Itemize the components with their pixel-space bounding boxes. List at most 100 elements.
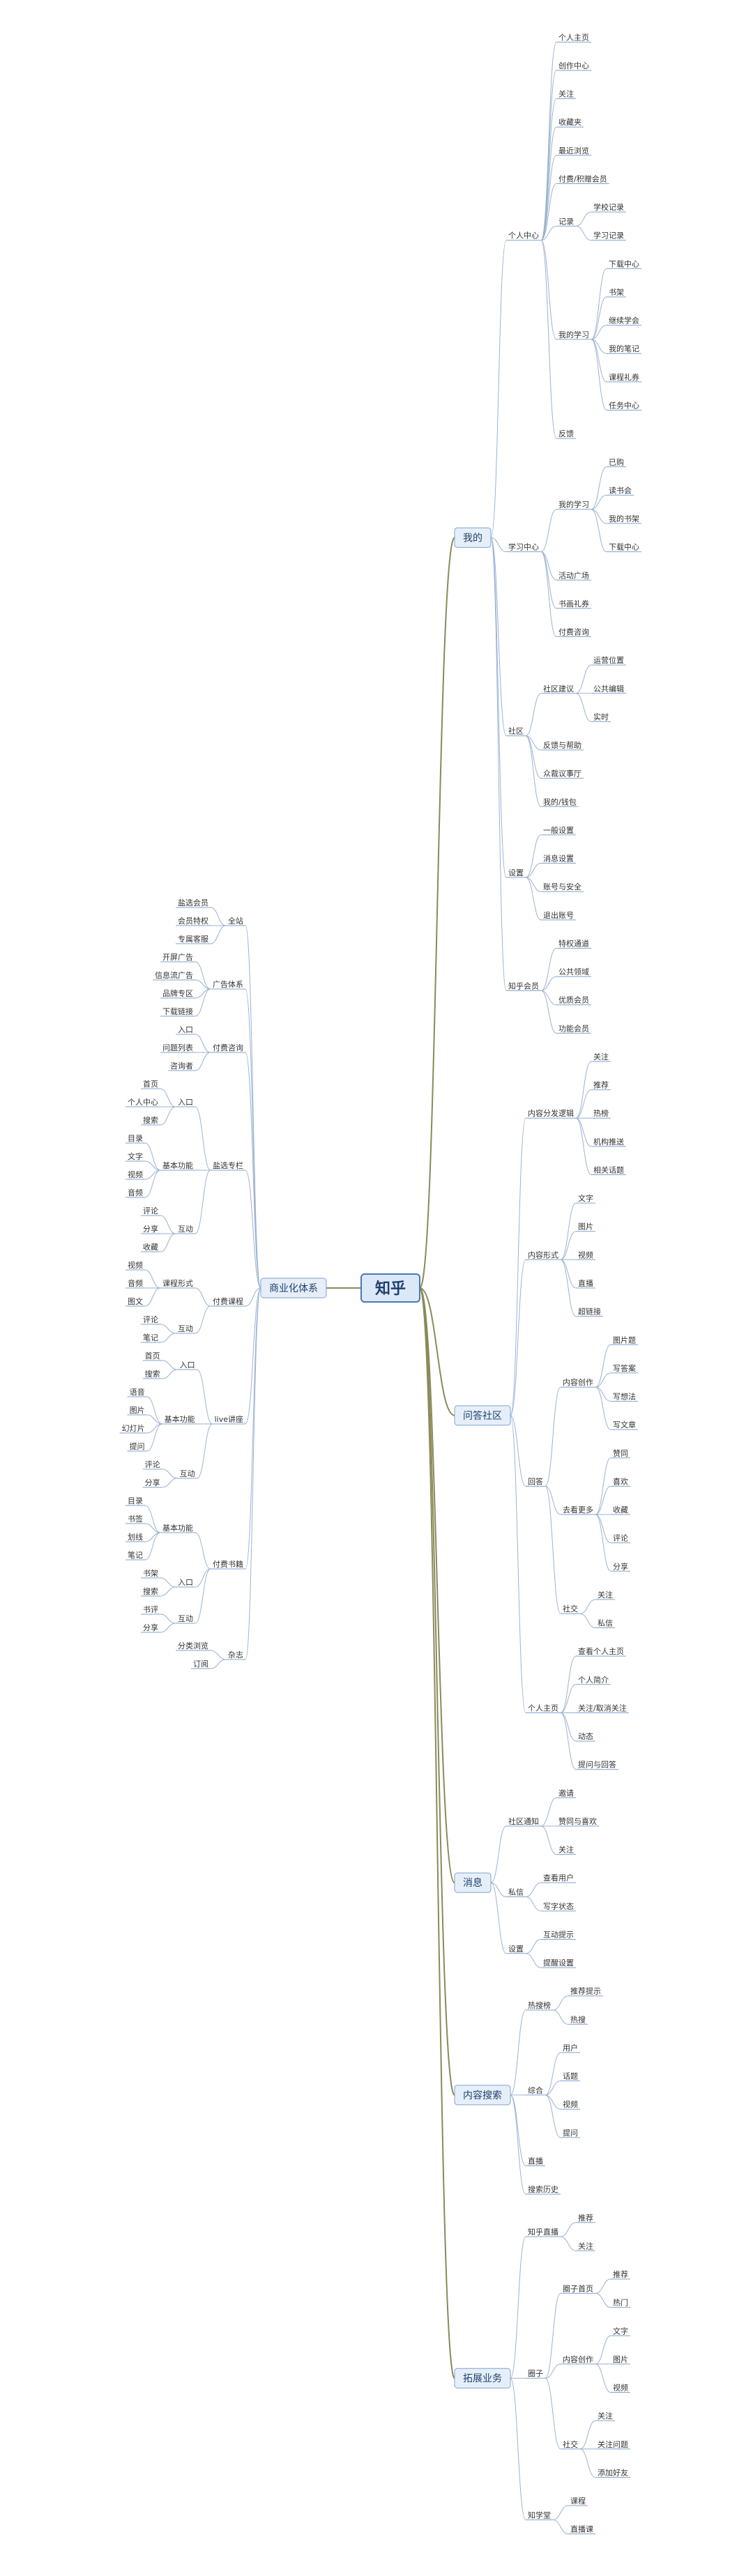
node-label: 活动广场 [558,570,589,580]
node-label: 搜索 [143,1586,158,1596]
branch-box [454,1405,511,1426]
node-label: 下载中心 [609,543,639,552]
branch-box [454,2368,511,2389]
node-label: 赞同 [613,1449,628,1458]
node-label: 退出账号 [543,910,574,920]
node-label: 优质会员 [558,996,589,1005]
connector [195,1106,211,1171]
node-label: 收藏 [613,1505,628,1515]
node-label: 社区通知 [508,1816,539,1826]
connector [552,2009,569,2025]
node-label: 关注 [578,2241,593,2251]
node-label: 图片 [613,2355,628,2364]
connector [595,1344,611,1388]
node-label: 学校记录 [593,202,624,212]
node-label: 实时 [593,712,609,721]
branch-label: 内容搜索 [463,2090,502,2101]
node-label: 付费/积赠会员 [558,174,607,183]
node-label: 写答案 [613,1363,636,1373]
connector [525,877,542,892]
node-label: 我的笔记 [609,344,639,353]
node-label: 图片 [130,1406,145,1415]
connector [510,1259,526,1416]
node-label: 图片 [578,1222,593,1232]
node-label: 关注 [558,1845,574,1855]
connector [560,1259,577,1289]
connector [195,1034,211,1053]
node-label: 互动 [178,1614,193,1623]
connector [595,2363,611,2393]
node-label: 会员特权 [178,916,208,926]
connector [490,537,507,991]
node-label: 动态 [578,1732,593,1741]
connector [245,1170,261,1289]
connector [560,2222,577,2237]
connector [210,925,227,944]
node-label: 公共领域 [558,967,589,976]
node-label: 个人中心 [128,1098,158,1107]
node-label: 首页 [143,1079,158,1089]
node-label: 视频 [578,1250,593,1259]
connector [195,1052,211,1071]
node-label: 最近浏览 [558,146,589,155]
node-label: 学习中心 [508,542,539,552]
node-label: 分享 [613,1561,628,1571]
connector [195,979,211,990]
connector [525,1938,542,1954]
connector [419,1287,455,1416]
connector [540,183,557,241]
connector [575,1117,592,1175]
connector [160,1215,176,1234]
connector [419,537,455,1289]
node-label: 专属客服 [178,934,208,944]
node-label: 邀请 [558,1788,574,1797]
node-label: 记录 [558,217,574,226]
connector [162,1360,178,1370]
connector [525,735,542,807]
connector [210,1650,227,1660]
connector [540,551,557,638]
node-label: 关注问题 [598,2439,628,2449]
node-label: 提问 [563,2129,578,2138]
connector [160,1623,176,1633]
node-label: 下载中心 [609,259,639,268]
node-label: 入口 [178,1025,193,1034]
connector [575,1061,592,1119]
connector [195,1532,211,1570]
node-label: 个人中心 [508,231,539,240]
connector [540,1797,557,1827]
branch-label: 我的 [463,532,482,544]
node-label: 内容形式 [528,1250,558,1259]
node-label: 一般设置 [543,826,574,835]
connector [144,1160,161,1171]
node-label: 写字状态 [543,1901,574,1911]
connector [490,537,507,553]
node-label: 喜欢 [613,1476,628,1486]
connector [419,1287,455,2096]
connector [591,296,607,340]
node-label: 幻灯片 [122,1424,145,1433]
node-label: 分享 [143,1623,158,1632]
node-label: 私信 [508,1888,524,1897]
connector [162,1469,178,1479]
connector [591,494,607,510]
node-label: 学习记录 [593,231,624,240]
connector [540,98,557,241]
node-label: 视频 [613,2383,628,2393]
node-label: 直播课 [570,2524,593,2534]
node-label: 我的/钱包 [543,797,577,806]
node-label: 语音 [130,1387,145,1397]
node-label: 回答 [528,1476,543,1486]
connector [146,1396,162,1425]
connector [575,1089,592,1119]
node-label: 订阅 [193,1659,208,1669]
connector [160,1613,176,1624]
connector [591,268,607,340]
connector [595,2292,611,2308]
connector [146,1414,162,1425]
node-label: 笔记 [128,1550,143,1560]
node-label: 我的学习 [558,330,589,339]
node-label: 圈子首页 [563,2283,593,2293]
connector [540,155,557,241]
